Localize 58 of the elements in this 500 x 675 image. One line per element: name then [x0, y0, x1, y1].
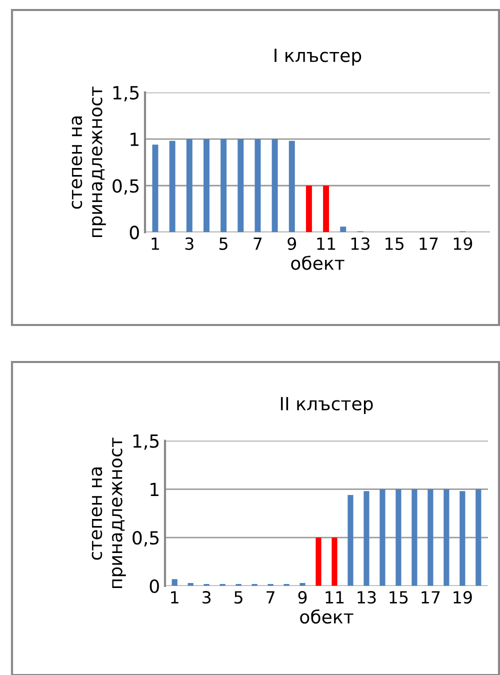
- x-tick-label: 7: [266, 591, 274, 604]
- bar: [169, 140, 176, 232]
- x-tick-label: 3: [185, 237, 194, 250]
- x-tick-label: 9: [288, 237, 296, 250]
- x-tick-label: 19: [454, 237, 472, 250]
- bar: [348, 494, 354, 586]
- bar: [340, 226, 346, 232]
- y-tick-label: 1,5: [113, 86, 139, 102]
- bar: [300, 582, 306, 586]
- bar: [220, 139, 227, 232]
- bar: [254, 139, 261, 232]
- x-tick-label: 15: [390, 591, 408, 604]
- bar: [364, 491, 370, 586]
- bar: [332, 538, 338, 586]
- x-tick-label: 1: [171, 591, 178, 604]
- bar: [172, 579, 178, 586]
- bar: [316, 538, 322, 586]
- bar: [460, 491, 466, 586]
- bar: [444, 489, 450, 586]
- bar: [396, 489, 402, 586]
- x-tick-label: 17: [422, 591, 440, 604]
- x-tick-label: 11: [326, 591, 344, 604]
- bar: [306, 186, 312, 232]
- x-tick-label: 7: [254, 238, 262, 250]
- bar: [428, 489, 434, 586]
- y-tick-label: 0: [130, 226, 139, 240]
- x-tick-label: 5: [220, 238, 228, 250]
- x-tick-label: 5: [234, 591, 242, 604]
- bar: [476, 489, 482, 586]
- bar: [380, 489, 386, 586]
- y-tick-label: 1: [150, 482, 158, 496]
- bar: [186, 139, 192, 232]
- x-tick-label: 17: [420, 238, 438, 250]
- x-tick-label: 3: [202, 591, 211, 604]
- y-tick-label: 0,5: [132, 530, 159, 546]
- y-tick-label: 1,5: [133, 434, 159, 450]
- y-tick-label: 0,5: [112, 179, 139, 195]
- bar: [323, 186, 330, 232]
- x-tick-label: 13: [351, 237, 370, 250]
- bar: [238, 139, 244, 232]
- x-axis-title: обект: [291, 256, 344, 270]
- y-axis-title: степен на принадлежност: [92, 438, 126, 588]
- x-tick-label: 13: [358, 591, 376, 604]
- chart-title: I клъстер: [274, 48, 362, 66]
- bar: [152, 144, 158, 232]
- x-tick-label: 15: [386, 238, 404, 250]
- chart-title: II клъстер: [280, 397, 373, 414]
- x-tick-label: 19: [454, 591, 472, 604]
- x-tick-label: 11: [317, 238, 336, 250]
- bar: [288, 140, 295, 232]
- bar: [272, 139, 278, 232]
- y-tick-label: 0: [150, 579, 159, 594]
- x-axis-title: обект: [300, 609, 354, 624]
- x-tick-label: 9: [298, 591, 307, 604]
- y-tick-label: 1: [130, 132, 138, 146]
- y-axis-title: степен на принадлежност: [72, 86, 106, 237]
- bar: [412, 489, 418, 586]
- bar: [203, 139, 210, 232]
